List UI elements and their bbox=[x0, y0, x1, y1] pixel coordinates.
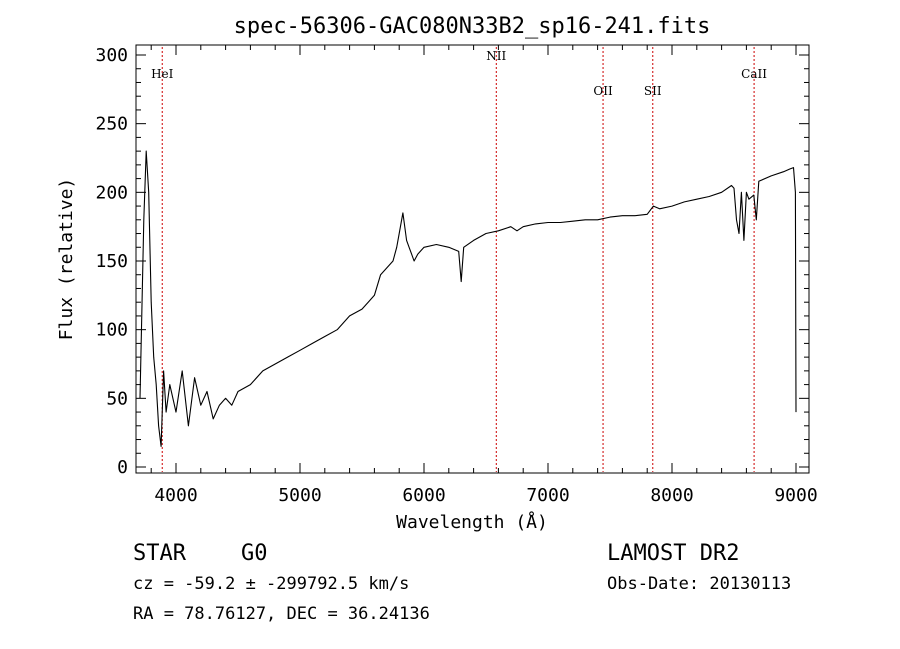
y-tick-label: 50 bbox=[106, 388, 128, 409]
annotation-label: SII bbox=[644, 84, 662, 98]
x-tick-label: 7000 bbox=[526, 485, 569, 506]
axis-ticks bbox=[136, 45, 809, 473]
y-tick-label: 200 bbox=[95, 182, 128, 203]
x-tick-label: 9000 bbox=[774, 485, 817, 506]
y-tick-label: 0 bbox=[117, 457, 128, 478]
x-tick-label: 5000 bbox=[278, 485, 321, 506]
x-tick-label: 6000 bbox=[402, 485, 445, 506]
series-group bbox=[139, 150, 797, 447]
spectrum-line bbox=[139, 150, 797, 447]
y-tick-label: 100 bbox=[95, 320, 128, 341]
line-annotations: HeI NII OII SII CaII bbox=[151, 47, 767, 472]
annotation-label: OII bbox=[593, 84, 613, 98]
annotation-label: CaII bbox=[741, 67, 767, 81]
x-tick-labels: 4000 5000 6000 7000 8000 9000 bbox=[154, 485, 817, 506]
annotation-label: HeI bbox=[151, 67, 174, 81]
obs-date-text: Obs-Date: 20130113 bbox=[607, 574, 791, 594]
y-tick-label: 250 bbox=[95, 114, 128, 135]
survey-name: LAMOST DR2 bbox=[607, 541, 739, 566]
chart-title: spec-56306-GAC080N33B2_sp16-241.fits bbox=[234, 14, 711, 39]
x-tick-label: 4000 bbox=[154, 485, 197, 506]
object-class: STAR bbox=[133, 541, 187, 566]
y-tick-label: 300 bbox=[95, 45, 128, 66]
coordinates-text: RA = 78.76127, DEC = 36.24136 bbox=[133, 604, 430, 624]
plot-frame bbox=[135, 44, 810, 474]
object-subclass: G0 bbox=[241, 541, 268, 566]
x-tick-label: 8000 bbox=[650, 485, 693, 506]
annotation-label: NII bbox=[486, 49, 506, 63]
x-axis-label: Wavelength (Å) bbox=[396, 511, 548, 533]
y-tick-labels: 0 50 100 150 200 250 300 bbox=[95, 45, 128, 478]
redshift-text: cz = -59.2 ± -299792.5 km/s bbox=[133, 574, 409, 594]
y-tick-label: 150 bbox=[95, 251, 128, 272]
y-axis-label: Flux (relative) bbox=[56, 178, 77, 341]
